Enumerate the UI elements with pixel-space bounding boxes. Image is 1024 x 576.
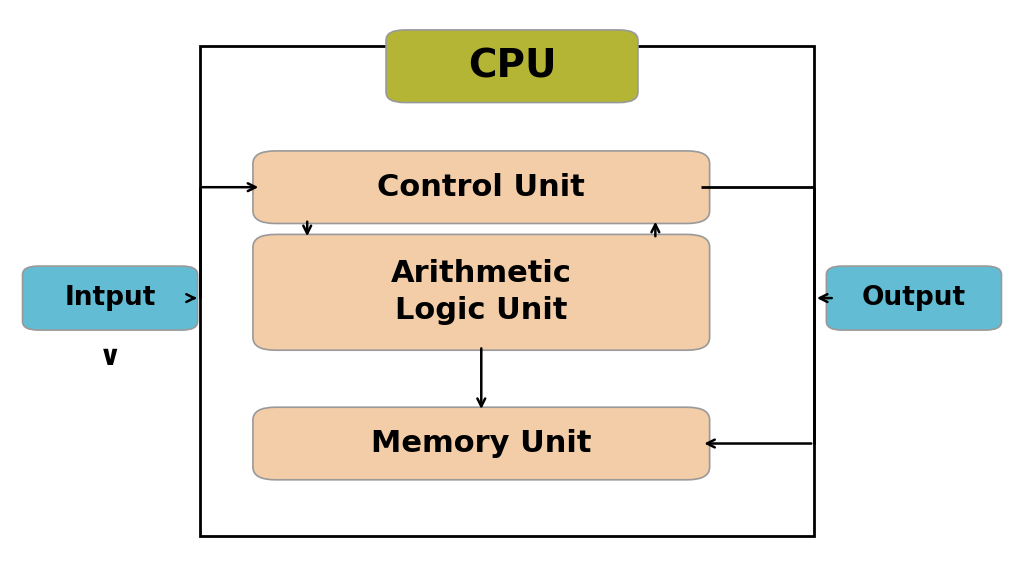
FancyBboxPatch shape: [826, 266, 1001, 330]
Text: Output: Output: [862, 285, 966, 311]
Text: Arithmetic
Logic Unit: Arithmetic Logic Unit: [391, 259, 571, 325]
Text: Memory Unit: Memory Unit: [371, 429, 592, 458]
Text: ∨: ∨: [99, 343, 121, 371]
FancyBboxPatch shape: [253, 151, 710, 223]
Text: Intput: Intput: [65, 285, 156, 311]
Text: Control Unit: Control Unit: [377, 173, 586, 202]
Bar: [200, 46, 814, 536]
Text: CPU: CPU: [468, 47, 556, 85]
FancyBboxPatch shape: [386, 30, 638, 103]
FancyBboxPatch shape: [253, 234, 710, 350]
FancyBboxPatch shape: [23, 266, 198, 330]
FancyBboxPatch shape: [253, 407, 710, 480]
